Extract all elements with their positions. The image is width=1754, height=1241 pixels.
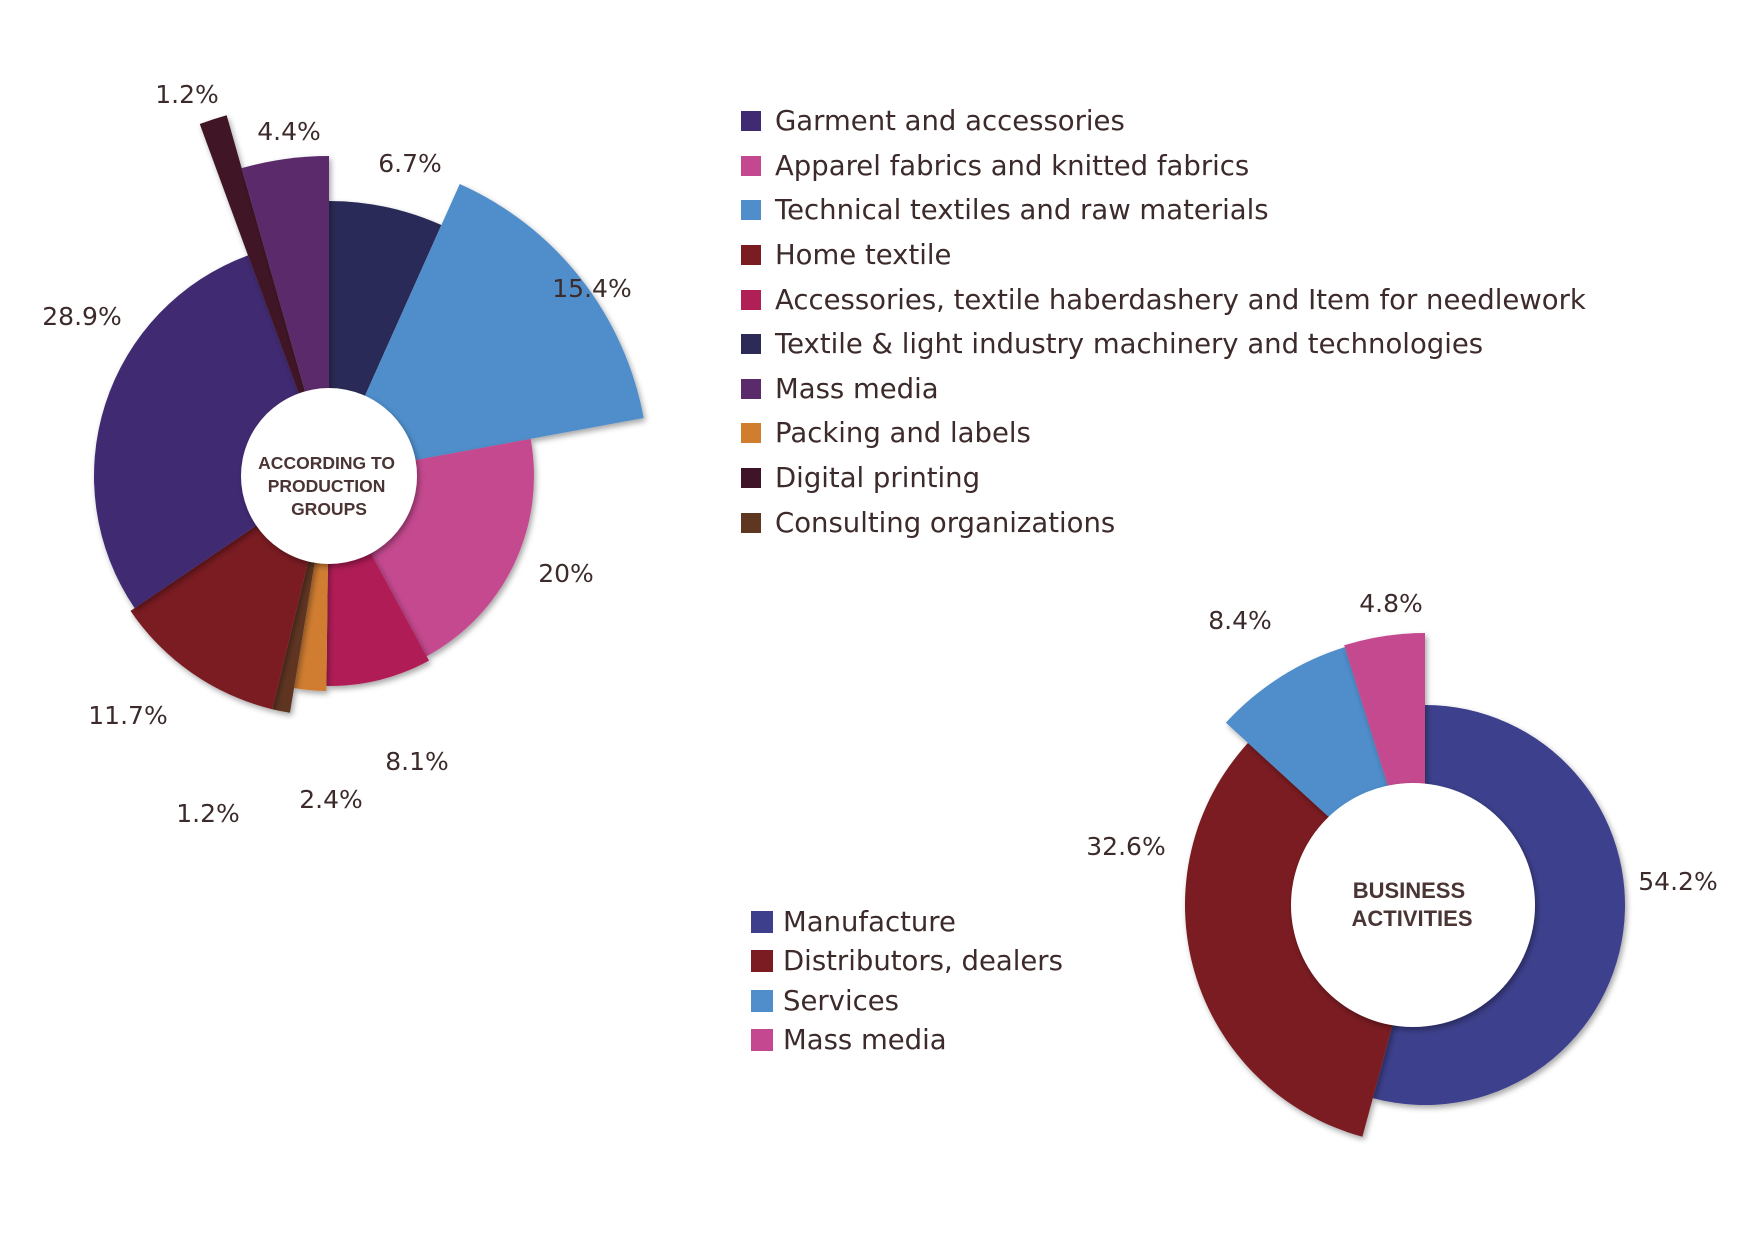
center-label-line-2: PRODUCTION: [268, 476, 386, 496]
data-label-home-textile: 11.7%: [88, 701, 167, 730]
data-label-mass-media: 4.4%: [257, 117, 321, 146]
legend-label: Apparel fabrics and knitted fabrics: [775, 149, 1250, 182]
legend-item-distributors-dealers: Distributors, dealers: [751, 942, 1063, 982]
legend-swatch: [741, 334, 761, 355]
legend-label: Digital printing: [775, 462, 981, 495]
legend-swatch: [751, 1029, 773, 1052]
data-label-distributors-dealers: 32.6%: [1086, 832, 1165, 861]
legend-label: Distributors, dealers: [783, 945, 1063, 978]
legend-label: Mass media: [775, 372, 939, 405]
legend-label: Packing and labels: [775, 417, 1031, 450]
legend-swatch: [751, 950, 773, 973]
legend-label: Textile & light industry machinery and t…: [775, 328, 1484, 361]
data-label-digital-printing: 1.2%: [155, 80, 219, 109]
legend-swatch: [741, 200, 761, 221]
legend-swatch: [741, 289, 761, 310]
legend-label: Home textile: [775, 239, 952, 272]
business-activities-legend: Manufacture Distributors, dealers Services…: [751, 902, 1063, 1060]
legend-label: Manufacture: [783, 905, 956, 938]
data-label-textile-light-industry-machinery-and-technologies: 6.7%: [378, 149, 442, 178]
legend-item-technical-textiles-and-raw-materials: Technical textiles and raw materials: [741, 188, 1586, 233]
data-label-manufacture: 54.2%: [1638, 867, 1717, 896]
svg-text:BUSINESS ACTIVITIES: BUSINESS ACTIVITIES: [1351, 878, 1472, 931]
legend-label: Garment and accessories: [775, 105, 1125, 138]
legend-item-mass-media: Mass media: [741, 367, 1586, 412]
svg-text:ACCORDING TO PRODUCTION: ACCORDING TO PRODUCTION GROUPS: [258, 453, 400, 519]
legend-swatch: [741, 378, 761, 399]
pie-slice-technical-textiles-and-raw-materials: [329, 183, 644, 476]
legend-swatch: [741, 468, 761, 489]
pie-slice-garment-and-accessories: [93, 255, 330, 609]
data-label-mass-media: 4.8%: [1359, 589, 1423, 618]
production-groups-legend: Garment and accessories Apparel fabrics a…: [741, 99, 1586, 545]
legend-swatch: [741, 423, 761, 444]
legend-swatch: [741, 245, 761, 266]
legend-label: Consulting organizations: [775, 506, 1116, 539]
legend-item-manufacture: Manufacture: [751, 902, 1063, 942]
legend-swatch: [751, 989, 773, 1012]
center-label-line-1: ACCORDING TO: [258, 453, 395, 473]
legend-item-packing-and-labels: Packing and labels: [741, 411, 1586, 456]
production-groups-pie: 6.7% 15.4% 20% 8.1% 2.4% 1.2% 11.7% 28.9% 1.2% 4.…: [42, 80, 644, 828]
center-label-line-1: BUSINESS: [1353, 878, 1465, 903]
data-label-garment-and-accessories: 28.9%: [42, 302, 121, 331]
data-label-accessories-textile-haberdashery-and-item-for-needlework: 8.1%: [385, 747, 449, 776]
center-label-line-2: ACTIVITIES: [1351, 906, 1472, 931]
legend-swatch: [741, 111, 761, 132]
data-label-consulting-organizations: 1.2%: [176, 799, 240, 828]
legend-item-home-textile: Home textile: [741, 233, 1586, 278]
legend-swatch: [751, 910, 773, 933]
legend-item-consulting-organizations: Consulting organizations: [741, 500, 1586, 545]
center-label-line-3: GROUPS: [291, 499, 367, 519]
production-groups-center: ACCORDING TO PRODUCTION GROUPS: [241, 388, 417, 564]
legend-label: Mass media: [783, 1024, 947, 1057]
legend-label: Accessories, textile haberdashery and It…: [775, 283, 1586, 316]
legend-item-garment-and-accessories: Garment and accessories: [741, 99, 1586, 144]
legend-item-services: Services: [751, 981, 1063, 1021]
legend-item-accessories-textile-haberdashery-and-item-for-needlework: Accessories, textile haberdashery and It…: [741, 277, 1586, 322]
legend-label: Technical textiles and raw materials: [775, 194, 1269, 227]
legend-swatch: [741, 512, 761, 533]
data-label-technical-textiles-and-raw-materials: 15.4%: [552, 274, 631, 303]
data-label-packing-and-labels: 2.4%: [299, 785, 363, 814]
legend-item-apparel-fabrics-and-knitted-fabrics: Apparel fabrics and knitted fabrics: [741, 144, 1586, 189]
data-label-services: 8.4%: [1208, 606, 1272, 635]
data-label-apparel-fabrics-and-knitted-fabrics: 20%: [538, 559, 594, 588]
legend-item-digital-printing: Digital printing: [741, 456, 1586, 501]
pie-slice-digital-printing: [199, 115, 329, 476]
business-activities-center: BUSINESS ACTIVITIES: [1291, 783, 1535, 1027]
legend-swatch: [741, 155, 761, 176]
legend-item-mass-media: Mass media: [751, 1021, 1063, 1061]
legend-label: Services: [783, 984, 899, 1017]
legend-item-textile-light-industry-machinery-and-technologies: Textile & light industry machinery and t…: [741, 322, 1586, 367]
